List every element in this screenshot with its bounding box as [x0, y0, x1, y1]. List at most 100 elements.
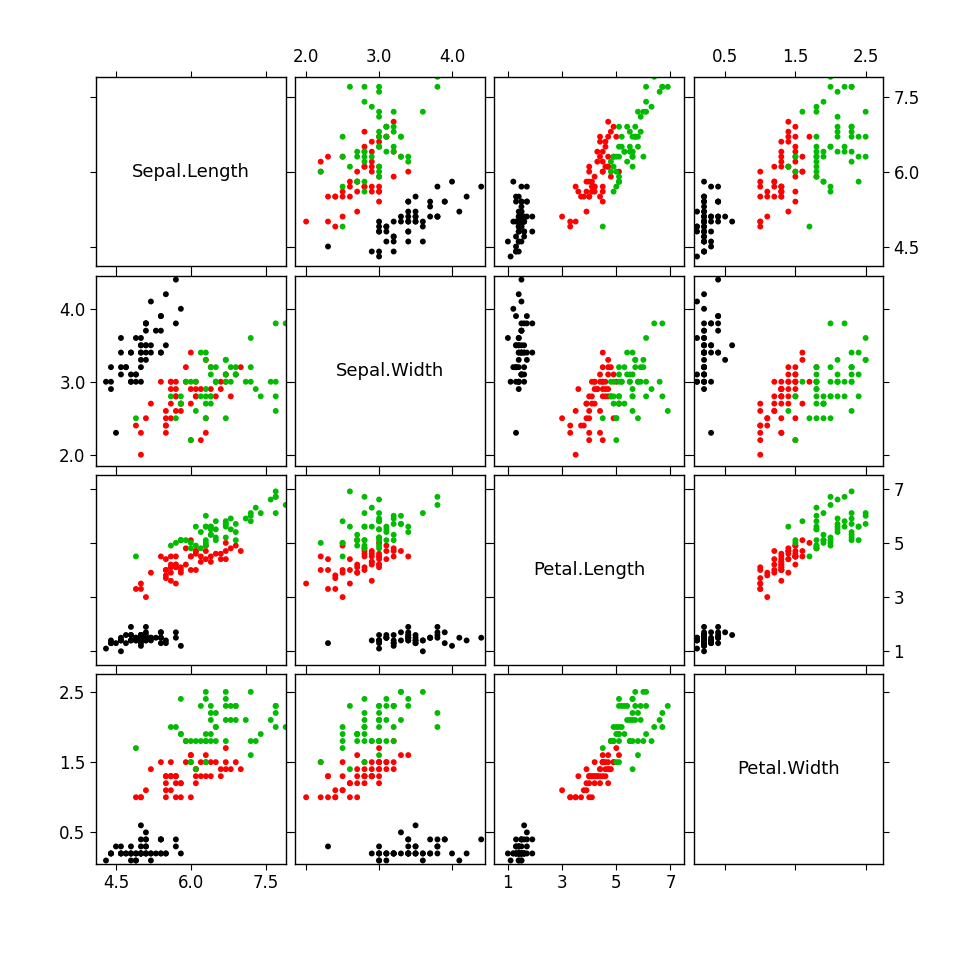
Point [173, 533, 188, 548]
Point [767, 159, 782, 175]
Point [268, 505, 283, 520]
Point [774, 560, 789, 575]
Point [585, 184, 600, 200]
Point [357, 139, 372, 155]
Point [138, 630, 154, 645]
Point [696, 627, 711, 642]
Point [829, 144, 845, 159]
Point [612, 719, 627, 734]
Point [299, 576, 314, 591]
Point [585, 789, 600, 804]
Point [204, 367, 219, 382]
Point [696, 214, 711, 229]
Point [616, 144, 632, 159]
Point [622, 139, 637, 155]
Point [851, 149, 866, 164]
Point [612, 691, 627, 707]
Point [163, 389, 179, 404]
Point [400, 524, 416, 540]
Point [198, 389, 213, 404]
Point [108, 839, 124, 854]
Point [660, 79, 676, 94]
Point [780, 204, 796, 219]
Point [808, 540, 824, 556]
Point [514, 209, 529, 225]
Point [636, 352, 651, 368]
Point [243, 514, 258, 529]
Point [595, 381, 611, 396]
Point [133, 638, 149, 654]
Point [844, 79, 859, 94]
Point [253, 389, 269, 404]
Point [774, 179, 789, 194]
Point [158, 567, 174, 583]
Point [335, 719, 350, 734]
Point [725, 338, 740, 353]
Point [587, 769, 602, 784]
Point [223, 521, 238, 537]
Point [357, 540, 372, 556]
Point [844, 374, 859, 390]
Point [753, 174, 768, 189]
Text: Petal.Width: Petal.Width [737, 760, 840, 779]
Point [603, 154, 618, 169]
Point [503, 852, 518, 868]
Point [511, 381, 526, 396]
Point [400, 839, 416, 854]
Point [696, 619, 711, 635]
Point [844, 367, 859, 382]
Point [619, 119, 635, 134]
Point [183, 748, 199, 763]
Point [696, 367, 711, 382]
Point [612, 733, 627, 749]
Point [587, 769, 602, 784]
Point [612, 396, 627, 411]
Point [808, 154, 824, 169]
Point [609, 164, 624, 180]
Point [408, 189, 423, 204]
Point [511, 839, 526, 854]
Point [603, 164, 618, 180]
Point [372, 712, 387, 728]
Point [123, 627, 138, 642]
Point [774, 159, 789, 175]
Point [696, 219, 711, 234]
Point [587, 776, 602, 791]
Point [168, 316, 183, 331]
Point [753, 576, 768, 591]
Point [774, 554, 789, 569]
Point [430, 839, 445, 854]
Point [228, 712, 244, 728]
Point [595, 755, 611, 770]
Point [592, 367, 608, 382]
Point [524, 316, 540, 331]
Point [696, 359, 711, 374]
Point [710, 209, 726, 225]
Point [774, 560, 789, 575]
Point [592, 769, 608, 784]
Point [223, 359, 238, 374]
Point [357, 761, 372, 777]
Point [364, 184, 379, 200]
Point [422, 630, 438, 645]
Point [386, 698, 401, 713]
Point [628, 129, 643, 144]
Point [795, 396, 810, 411]
Point [372, 733, 387, 749]
Point [386, 244, 401, 259]
Point [829, 367, 845, 382]
Point [767, 396, 782, 411]
Point [592, 776, 608, 791]
Point [218, 352, 233, 368]
Point [223, 698, 238, 713]
Point [603, 389, 618, 404]
Point [609, 727, 624, 742]
Point [514, 338, 529, 353]
Point [408, 214, 423, 229]
Point [780, 381, 796, 396]
Point [774, 389, 789, 404]
Point [774, 374, 789, 390]
Point [808, 396, 824, 411]
Point [327, 789, 343, 804]
Point [218, 519, 233, 535]
